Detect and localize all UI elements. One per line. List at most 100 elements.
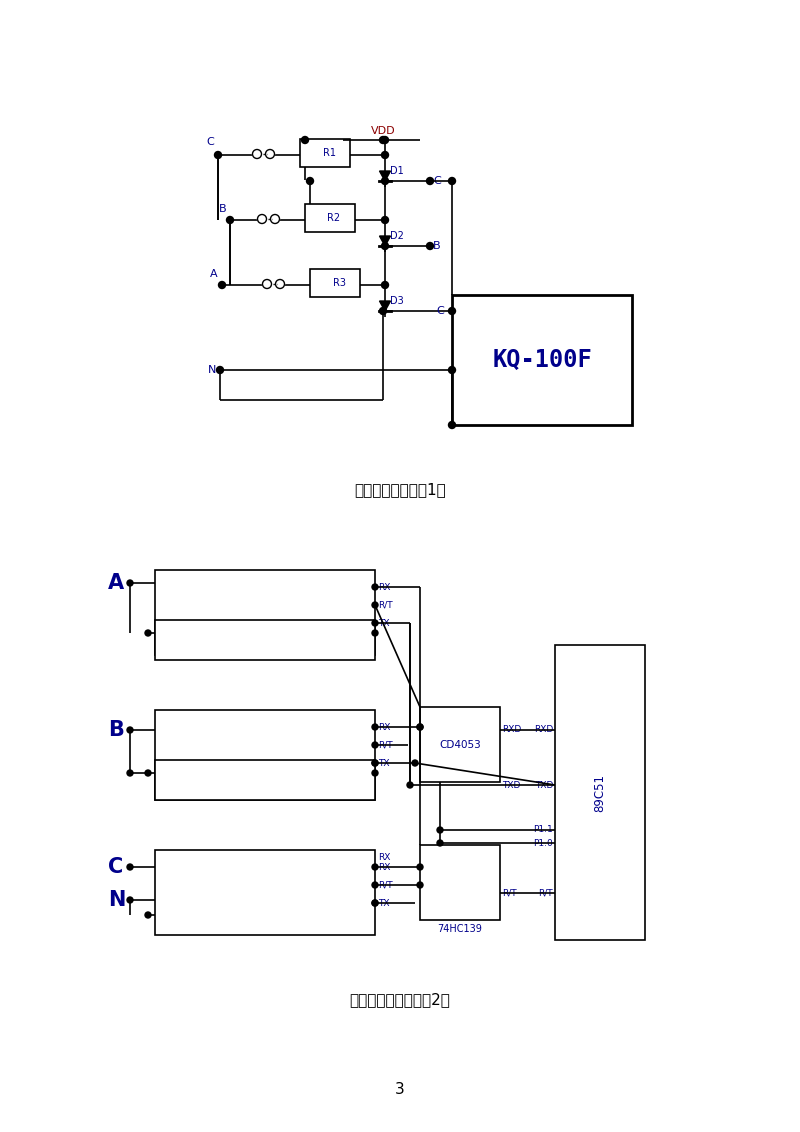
Circle shape <box>382 216 389 223</box>
Circle shape <box>218 282 226 289</box>
Text: TX: TX <box>378 758 390 767</box>
Text: RXD: RXD <box>534 726 553 735</box>
Text: RX: RX <box>378 852 390 861</box>
Text: C: C <box>436 306 444 316</box>
Circle shape <box>449 367 455 374</box>
Circle shape <box>372 900 378 906</box>
Text: D1: D1 <box>390 166 404 175</box>
Circle shape <box>382 178 389 185</box>
Circle shape <box>426 242 434 249</box>
Text: P1.0: P1.0 <box>534 839 553 848</box>
Circle shape <box>127 727 133 734</box>
Circle shape <box>379 137 386 144</box>
Bar <box>555 645 645 940</box>
Text: 89C51: 89C51 <box>594 773 606 812</box>
Bar <box>420 844 500 920</box>
Text: 74HC139: 74HC139 <box>438 924 482 934</box>
Text: R/T: R/T <box>538 889 553 898</box>
Circle shape <box>275 280 285 289</box>
Text: RXD: RXD <box>502 726 522 735</box>
Circle shape <box>407 782 413 788</box>
Circle shape <box>372 741 378 748</box>
Bar <box>155 850 375 935</box>
Circle shape <box>372 864 378 871</box>
Circle shape <box>226 216 234 223</box>
Circle shape <box>417 724 423 730</box>
Text: TXD: TXD <box>502 780 520 789</box>
Polygon shape <box>379 301 390 311</box>
Circle shape <box>302 137 309 144</box>
Text: RX: RX <box>378 722 390 731</box>
Circle shape <box>417 882 423 887</box>
Circle shape <box>253 149 262 158</box>
Circle shape <box>426 178 434 185</box>
Text: D2: D2 <box>390 231 404 241</box>
Circle shape <box>372 584 378 590</box>
Circle shape <box>258 214 266 223</box>
Circle shape <box>437 840 443 846</box>
Circle shape <box>412 760 418 766</box>
Bar <box>305 204 355 232</box>
Text: 采用继电器方式（1）: 采用继电器方式（1） <box>354 482 446 497</box>
Text: RX: RX <box>378 583 390 592</box>
Circle shape <box>382 137 389 144</box>
Circle shape <box>379 308 386 315</box>
Text: R/T: R/T <box>378 881 393 890</box>
Circle shape <box>449 308 455 315</box>
Text: N: N <box>208 365 216 375</box>
Circle shape <box>372 900 378 906</box>
Text: B: B <box>108 720 124 740</box>
Text: D3: D3 <box>390 295 404 306</box>
Text: 采用三个模块方式（2）: 采用三个模块方式（2） <box>350 993 450 1007</box>
Polygon shape <box>379 235 390 246</box>
Text: KQ-100F: KQ-100F <box>492 348 592 372</box>
Bar <box>300 139 350 168</box>
Text: C: C <box>108 857 123 877</box>
Bar <box>452 295 632 424</box>
Circle shape <box>417 724 423 730</box>
Bar <box>155 571 375 655</box>
Circle shape <box>127 770 133 777</box>
Circle shape <box>372 882 378 887</box>
Circle shape <box>145 912 151 918</box>
Circle shape <box>449 178 455 185</box>
Circle shape <box>382 152 389 158</box>
Circle shape <box>372 631 378 636</box>
Circle shape <box>214 152 222 158</box>
Text: C: C <box>206 137 214 147</box>
Circle shape <box>217 367 223 374</box>
Text: A: A <box>210 269 218 278</box>
Text: R/T: R/T <box>378 740 393 749</box>
Circle shape <box>270 214 279 223</box>
Text: TX: TX <box>378 899 390 908</box>
Circle shape <box>266 149 274 158</box>
Circle shape <box>372 770 378 777</box>
Circle shape <box>145 631 151 636</box>
Circle shape <box>437 827 443 833</box>
Circle shape <box>145 770 151 777</box>
Text: R3: R3 <box>333 278 346 288</box>
Circle shape <box>306 178 314 185</box>
Bar <box>155 620 375 660</box>
Circle shape <box>372 724 378 730</box>
Circle shape <box>372 602 378 608</box>
Text: N: N <box>108 890 126 910</box>
Text: R1: R1 <box>322 148 335 158</box>
Text: P1.1: P1.1 <box>534 825 553 834</box>
Circle shape <box>127 864 133 871</box>
Text: TX: TX <box>378 618 390 627</box>
Text: CD4053: CD4053 <box>439 739 481 749</box>
Text: C: C <box>433 175 441 186</box>
Bar <box>420 708 500 782</box>
Circle shape <box>449 421 455 429</box>
Bar <box>155 710 375 800</box>
Circle shape <box>262 280 271 289</box>
Text: A: A <box>108 573 124 593</box>
Circle shape <box>382 282 389 289</box>
Text: B: B <box>218 204 226 214</box>
Text: 3: 3 <box>395 1082 405 1098</box>
Text: R/T: R/T <box>378 600 393 609</box>
Circle shape <box>417 864 423 871</box>
Bar <box>155 760 375 800</box>
Text: VDD: VDD <box>370 126 395 136</box>
